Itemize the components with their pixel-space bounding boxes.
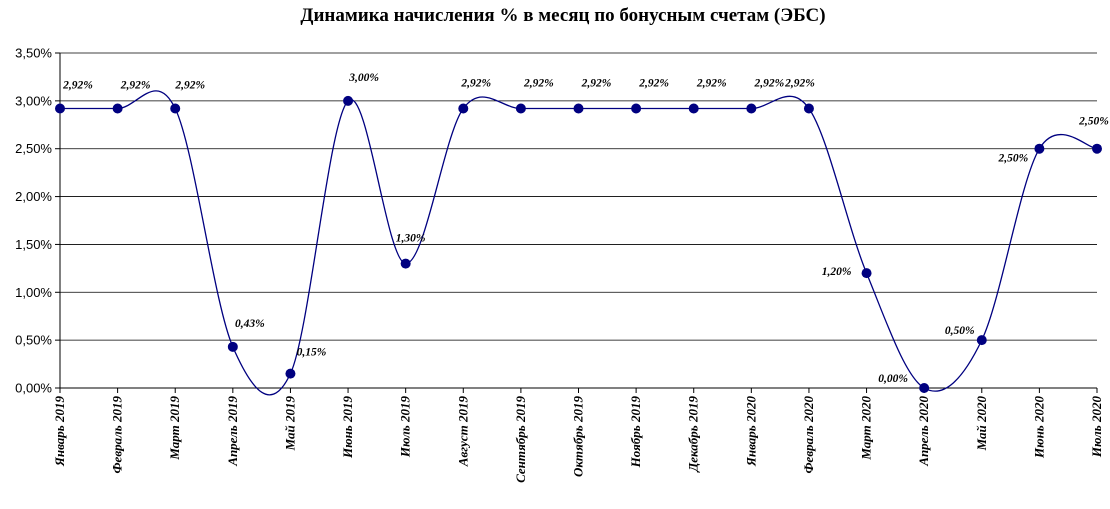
data-label: 3,00% xyxy=(348,72,379,84)
data-point xyxy=(55,103,65,114)
x-tick-label: Август 2019 xyxy=(455,396,470,468)
data-label: 2,92% xyxy=(784,78,815,90)
data-label: 2,92% xyxy=(120,80,151,92)
x-tick-label: Декабрь 2019 xyxy=(686,396,701,473)
y-tick-label: 1,00% xyxy=(15,285,52,300)
x-tick-label: Июнь 2020 xyxy=(1031,396,1046,460)
data-labels: 2,92% 2,92% 2,92%0,43%0,15%3,00%1,30%2,92%… xyxy=(62,72,1109,385)
data-label: 2,92% xyxy=(174,80,205,92)
data-point xyxy=(112,103,123,114)
x-tick-label: Март 2020 xyxy=(859,396,874,461)
y-tick-label: 2,50% xyxy=(15,141,52,156)
x-tick-label: Июль 2019 xyxy=(398,396,413,459)
data-point xyxy=(861,268,872,279)
data-point xyxy=(1034,143,1045,154)
x-tick-label: Январь 2020 xyxy=(743,396,758,468)
axes xyxy=(59,53,1097,389)
data-point xyxy=(458,103,469,114)
y-axis-ticks: 0,00% 0,50% 1,00% 1,50% 2,00% 2,50% 3,00% 3,50% xyxy=(15,46,60,396)
x-axis-ticks: Январь 2019 Февраль 2019 Март 2019 Апрель 2… xyxy=(52,388,1104,483)
x-tick-label: Апрель 2020 xyxy=(916,396,931,467)
data-label: 2,92% xyxy=(581,78,612,90)
data-point xyxy=(227,341,238,352)
x-tick-label: Январь 2019 xyxy=(52,396,67,468)
data-point xyxy=(400,258,411,269)
x-tick-label: Июль 2020 xyxy=(1089,396,1104,459)
data-point xyxy=(976,335,987,346)
series-line xyxy=(60,90,1098,396)
data-label: 2,92% xyxy=(62,80,93,92)
gridlines xyxy=(60,52,1097,341)
y-tick-label: 0,00% xyxy=(15,381,52,396)
x-tick-label: Октябрь 2019 xyxy=(571,396,586,477)
data-label: 2,50% xyxy=(1078,116,1109,128)
x-tick-label: Май 2020 xyxy=(974,396,989,452)
data-point xyxy=(919,383,930,393)
data-label: 0,50% xyxy=(945,325,975,337)
x-tick-label: Май 2019 xyxy=(282,396,297,452)
data-label: 2,92% xyxy=(523,78,554,90)
data-label: 1,30% xyxy=(396,233,426,245)
y-tick-label: 1,50% xyxy=(15,237,52,252)
y-tick-label: 2,00% xyxy=(15,189,52,204)
data-label: 0,43% xyxy=(235,318,265,330)
data-point xyxy=(573,103,584,114)
data-point xyxy=(343,95,354,106)
chart-title: Динамика начисления % в месяц по бонусны… xyxy=(300,5,825,26)
x-tick-label: Ноябрь 2019 xyxy=(628,396,643,469)
data-point xyxy=(1092,143,1102,154)
data-point xyxy=(631,103,642,114)
x-tick-label: Март 2019 xyxy=(167,396,182,461)
x-tick-label: Февраль 2019 xyxy=(110,396,125,474)
data-label: 1,20% xyxy=(822,266,852,278)
data-point xyxy=(803,103,814,114)
data-point xyxy=(746,103,757,114)
data-point xyxy=(515,103,526,114)
x-tick-label: Июнь 2019 xyxy=(340,396,355,460)
data-label: 2,92% xyxy=(696,78,727,90)
x-tick-label: Апрель 2019 xyxy=(225,396,240,467)
data-label: 2,92% xyxy=(638,78,669,90)
data-label: 0,15% xyxy=(297,347,327,359)
data-label: 2,92% xyxy=(460,78,491,90)
y-tick-label: 0,50% xyxy=(15,333,52,348)
y-tick-label: 3,00% xyxy=(15,93,52,108)
data-label: 2,92% xyxy=(753,78,784,90)
x-tick-label: Сентябрь 2019 xyxy=(513,396,528,483)
data-point xyxy=(285,368,296,379)
data-point xyxy=(170,103,181,114)
data-point xyxy=(688,103,699,114)
data-label: 0,00% xyxy=(878,373,908,385)
x-tick-label: Февраль 2020 xyxy=(801,396,816,474)
y-tick-label: 3,50% xyxy=(15,46,52,61)
data-label: 2,50% xyxy=(998,153,1029,165)
data-markers xyxy=(55,95,1102,393)
